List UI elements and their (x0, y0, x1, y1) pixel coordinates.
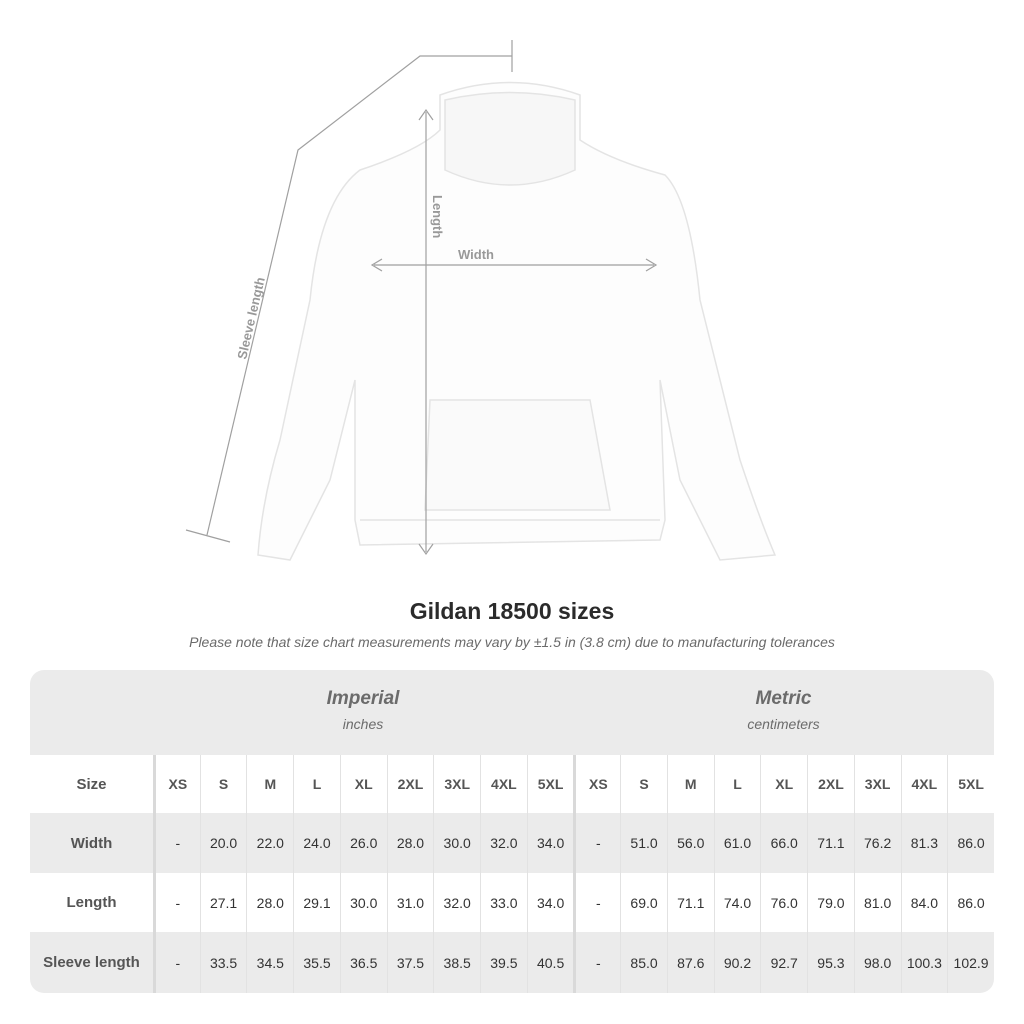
imperial-cell: 37.5 (386, 932, 434, 993)
metric-cell: XL (760, 755, 807, 813)
imperial-cell: 28.0 (386, 813, 434, 873)
metric-cell: 71.1 (807, 813, 854, 873)
metric-cell: 102.9 (947, 932, 994, 993)
imperial-cell: 26.0 (339, 813, 387, 873)
metric-cell: - (573, 932, 620, 993)
metric-cell: 51.0 (620, 813, 667, 873)
imperial-cell: 4XL (480, 755, 527, 813)
imperial-cell: L (293, 755, 340, 813)
imperial-cell: 35.5 (293, 932, 340, 993)
metric-cell: 74.0 (713, 873, 761, 932)
size-header-row: Size XS S M L XL 2XL 3XL 4XL 5XL XS S M L XL 2XL 3XL 4XL 5… (30, 755, 994, 813)
hoodie-diagram: Sleeve length Length Width (185, 40, 777, 561)
imperial-cell: 30.0 (339, 873, 387, 932)
tolerance-note: Please note that size chart measurements… (189, 634, 835, 650)
imperial-cell: - (153, 813, 200, 873)
metric-header: Metric centimeters (573, 670, 994, 755)
metric-cell: - (573, 813, 620, 873)
imperial-heading: Imperial (326, 688, 400, 709)
imperial-cell: XL (339, 755, 387, 813)
imperial-cell: - (153, 932, 200, 993)
metric-cell: 79.0 (807, 873, 854, 932)
imperial-cell: 30.0 (433, 813, 480, 873)
imperial-cell: 2XL (386, 755, 434, 813)
imperial-cell: 32.0 (433, 873, 480, 932)
imperial-cell: 32.0 (480, 813, 527, 873)
imperial-cell: 39.5 (480, 932, 527, 993)
metric-cell: XS (573, 755, 620, 813)
metric-cell: 92.7 (760, 932, 807, 993)
imperial-cell: 33.0 (480, 873, 527, 932)
imperial-header: Imperial inches (153, 670, 573, 755)
metric-cell: 56.0 (666, 813, 714, 873)
imperial-cell: 24.0 (293, 813, 340, 873)
row-label: Sleeve length (43, 954, 140, 971)
metric-cell: 76.2 (853, 813, 901, 873)
metric-cell: 71.1 (666, 873, 714, 932)
imperial-cell: XS (153, 755, 200, 813)
metric-cell: 4XL (900, 755, 948, 813)
imperial-unit: inches (342, 716, 384, 732)
imperial-cell: S (199, 755, 247, 813)
imperial-cell: 28.0 (246, 873, 293, 932)
metric-heading: Metric (755, 688, 812, 709)
metric-cell: 87.6 (666, 932, 714, 993)
imperial-cell: 40.5 (526, 932, 574, 993)
imperial-cell: 33.5 (199, 932, 247, 993)
length-measure-line (418, 108, 434, 556)
imperial-cell: 29.1 (293, 873, 340, 932)
table-row: Sleeve length -33.5 34.5 35.5 36.5 37.5 38.5 39… (30, 932, 994, 993)
sleeve-length-label: Sleeve length (234, 276, 267, 361)
metric-cell: 3XL (853, 755, 901, 813)
imperial-cell: M (246, 755, 293, 813)
metric-cell: M (666, 755, 714, 813)
imperial-cell: 31.0 (386, 873, 434, 932)
page-title: Gildan 18500 sizes (409, 598, 615, 624)
imperial-cell: 36.5 (339, 932, 387, 993)
imperial-cell: 20.0 (199, 813, 247, 873)
imperial-cell: 34.0 (526, 813, 574, 873)
metric-cell: 98.0 (853, 932, 901, 993)
metric-cell: 81.3 (900, 813, 948, 873)
metric-cell: 5XL (947, 755, 994, 813)
table-row: Length -27.1 28.0 29.1 30.0 31.0 32.0 33.0 34.0-… (30, 873, 994, 932)
metric-cell: 2XL (807, 755, 854, 813)
sleeve-measure-line (185, 40, 513, 543)
metric-cell: 61.0 (713, 813, 761, 873)
metric-cell: 81.0 (853, 873, 901, 932)
imperial-cell: - (153, 873, 200, 932)
metric-cell: 86.0 (947, 873, 994, 932)
metric-cell: 86.0 (947, 813, 994, 873)
metric-cell: 69.0 (620, 873, 667, 932)
metric-cell: 95.3 (807, 932, 854, 993)
row-label: Length (66, 894, 117, 911)
size-table: Imperial inches Metric centimeters Size X… (30, 670, 994, 993)
table-row: Width -20.0 22.0 24.0 26.0 28.0 30.0 32.0 34.0-5… (30, 813, 994, 873)
metric-cell: 66.0 (760, 813, 807, 873)
imperial-cell: 27.1 (199, 873, 247, 932)
metric-cell: 100.3 (900, 932, 948, 993)
metric-cell: 76.0 (760, 873, 807, 932)
metric-cell: 90.2 (713, 932, 761, 993)
imperial-cell: 5XL (526, 755, 574, 813)
metric-cell: L (713, 755, 761, 813)
row-label: Width (70, 834, 113, 852)
imperial-cell: 22.0 (246, 813, 293, 873)
imperial-cell: 34.5 (246, 932, 293, 993)
metric-cell: 85.0 (620, 932, 667, 993)
imperial-cell: 3XL (433, 755, 480, 813)
metric-cell: 84.0 (900, 873, 948, 932)
length-label: Length (430, 195, 445, 238)
hoodie-image (257, 81, 777, 561)
width-label: Width (458, 247, 494, 262)
width-measure-line (370, 258, 658, 272)
imperial-cell: 38.5 (433, 932, 480, 993)
metric-unit: centimeters (747, 716, 820, 732)
metric-cell: S (620, 755, 667, 813)
metric-cell: - (573, 873, 620, 932)
row-label: Size (76, 775, 107, 793)
imperial-cell: 34.0 (526, 873, 574, 932)
